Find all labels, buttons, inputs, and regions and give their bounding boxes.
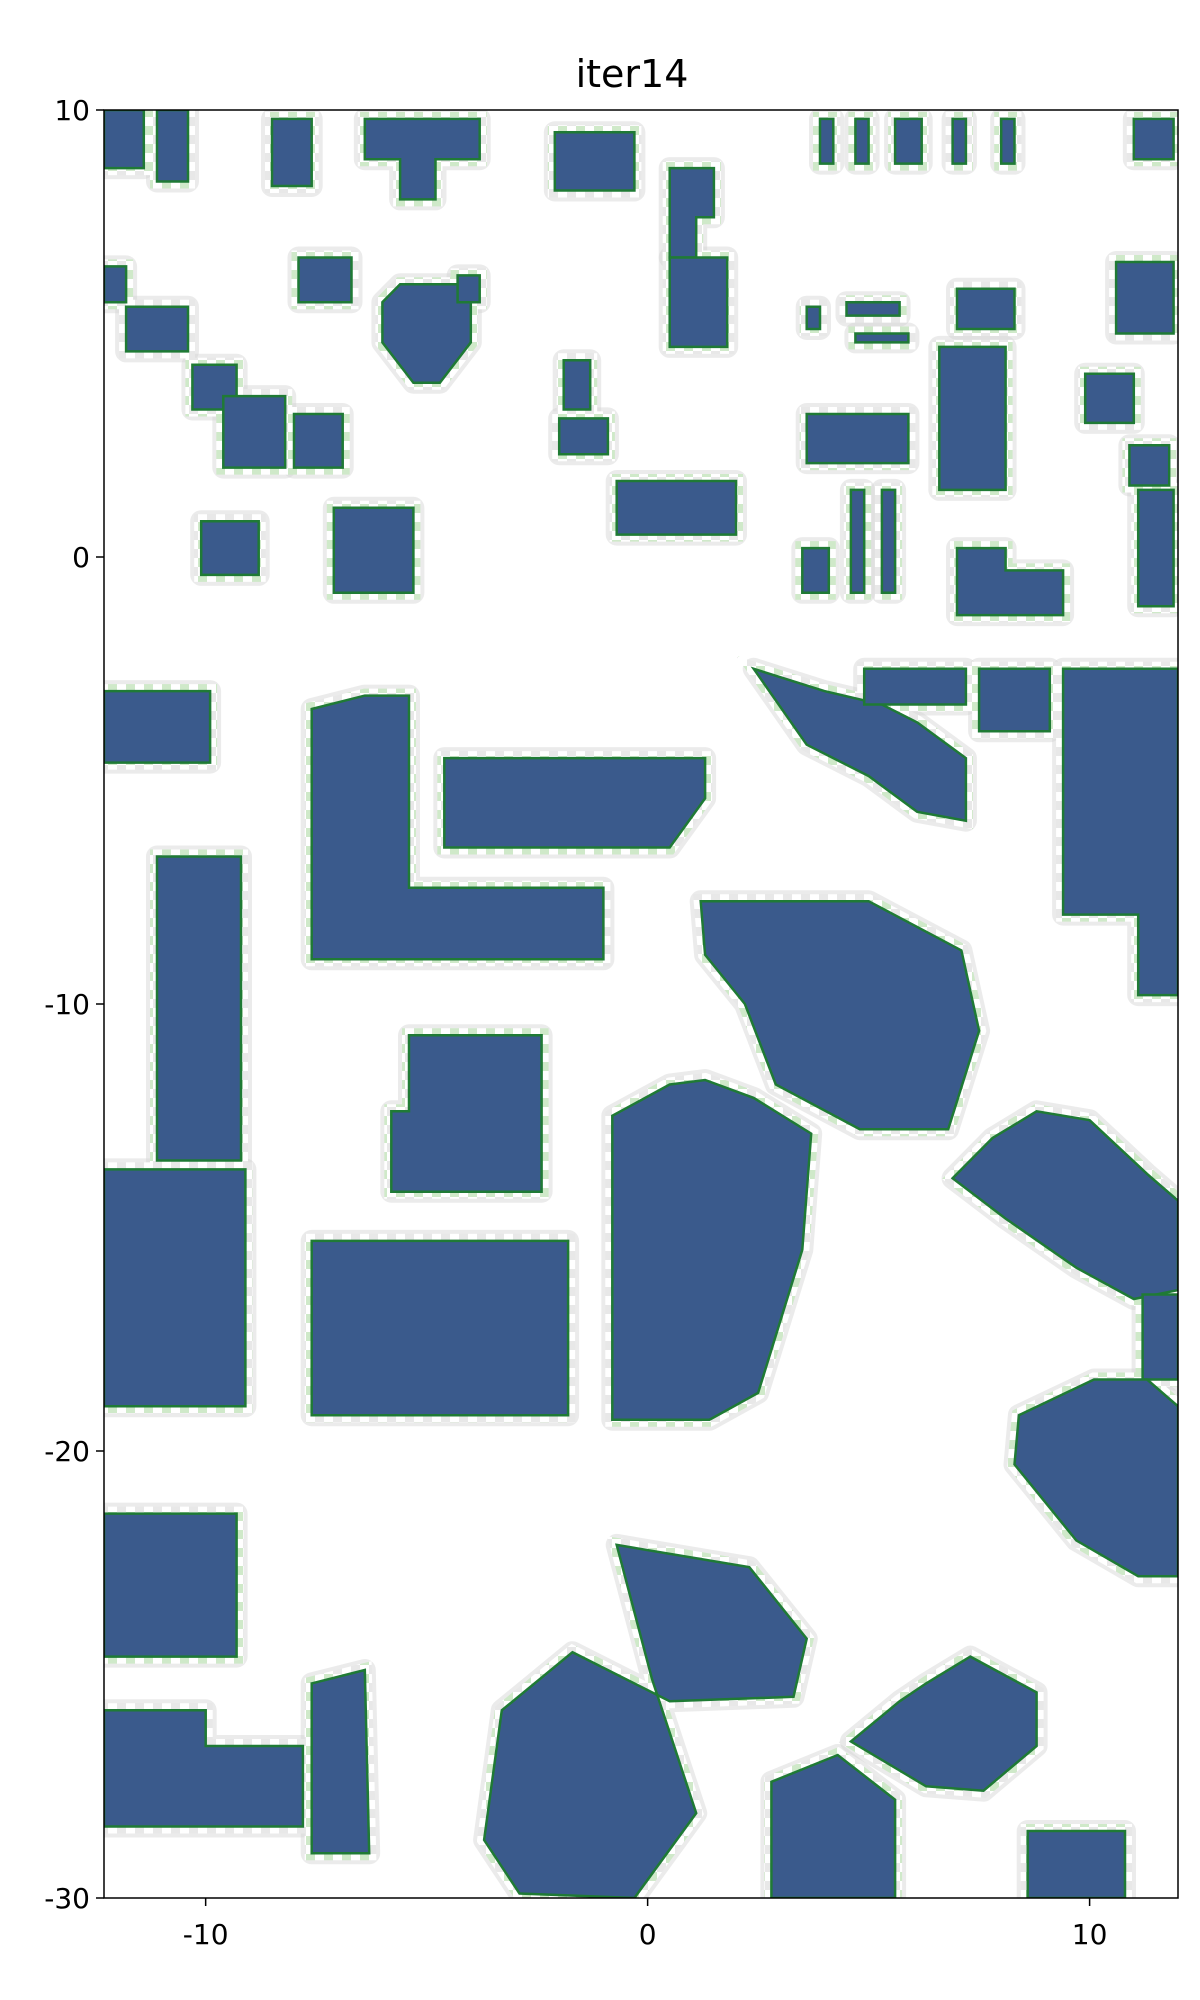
y-tick-label: -20 — [44, 1435, 90, 1468]
building-37 — [801, 546, 831, 595]
y-tick-label: -30 — [44, 1882, 90, 1915]
building-10 — [951, 117, 968, 165]
building-48 — [155, 855, 243, 1162]
building-25 — [955, 287, 1016, 331]
building-22 — [805, 305, 822, 331]
building-5 — [553, 131, 636, 192]
y-tick-label: -10 — [44, 988, 90, 1021]
building-62 — [848, 1655, 1038, 1792]
building-46 — [977, 667, 1052, 733]
building-60 — [482, 1543, 809, 1898]
building-54 — [310, 1239, 570, 1417]
building-38 — [849, 488, 866, 595]
y-tick-label: 0 — [72, 541, 90, 574]
building-51 — [611, 1078, 813, 1421]
building-44 — [750, 666, 968, 823]
building-11 — [999, 117, 1016, 165]
plot-area — [104, 110, 1178, 1898]
building-36 — [332, 506, 415, 595]
building-30 — [1136, 488, 1175, 608]
building-28 — [1083, 372, 1136, 425]
building-55 — [1141, 1293, 1178, 1381]
chart-title: iter14 — [575, 52, 689, 96]
building-23 — [845, 300, 901, 317]
building-12 — [1132, 117, 1175, 161]
x-tick-label: 10 — [1072, 1918, 1108, 1951]
y-tick-label: 10 — [54, 94, 90, 127]
building-53 — [104, 1168, 247, 1408]
building-63 — [1026, 1829, 1127, 1898]
building-31 — [562, 359, 592, 411]
building-57 — [104, 1512, 238, 1658]
building-50 — [390, 1034, 543, 1193]
building-56 — [1013, 1378, 1178, 1578]
building-27 — [1114, 260, 1175, 335]
building-9 — [893, 117, 923, 165]
building-61 — [770, 1753, 897, 1898]
building-15 — [297, 256, 353, 304]
building-41 — [104, 689, 212, 764]
building-42 — [310, 694, 605, 961]
building-26 — [938, 345, 1007, 492]
axis-ticks: -10 0 10 10 0 -10 -20 -30 — [44, 94, 1107, 1951]
building-58 — [104, 1709, 305, 1828]
building-33 — [805, 412, 910, 465]
building-19 — [222, 394, 287, 469]
building-40 — [955, 546, 1065, 617]
building-17 — [456, 274, 481, 304]
x-tick-label: 0 — [639, 1918, 657, 1951]
building-layer — [104, 110, 1178, 1898]
building-29 — [1128, 444, 1171, 487]
building-34 — [615, 479, 738, 536]
building-7 — [818, 117, 835, 165]
building-2 — [155, 110, 190, 183]
building-32 — [557, 417, 610, 456]
building-20 — [292, 412, 344, 469]
building-47 — [1061, 667, 1178, 997]
building-1 — [104, 110, 146, 170]
building-49 — [699, 899, 981, 1131]
building-35 — [199, 519, 260, 577]
building-39 — [880, 488, 897, 595]
building-45 — [862, 667, 968, 706]
x-tick-label: -10 — [183, 1918, 229, 1951]
building-43 — [443, 756, 707, 849]
building-3 — [270, 117, 313, 188]
building-14 — [124, 305, 190, 353]
building-24 — [854, 332, 910, 344]
building-52 — [950, 1109, 1178, 1301]
building-59 — [310, 1668, 371, 1855]
building-8 — [854, 117, 870, 165]
building-13 — [104, 265, 128, 304]
building-4 — [363, 117, 481, 201]
building-21 — [668, 256, 729, 349]
